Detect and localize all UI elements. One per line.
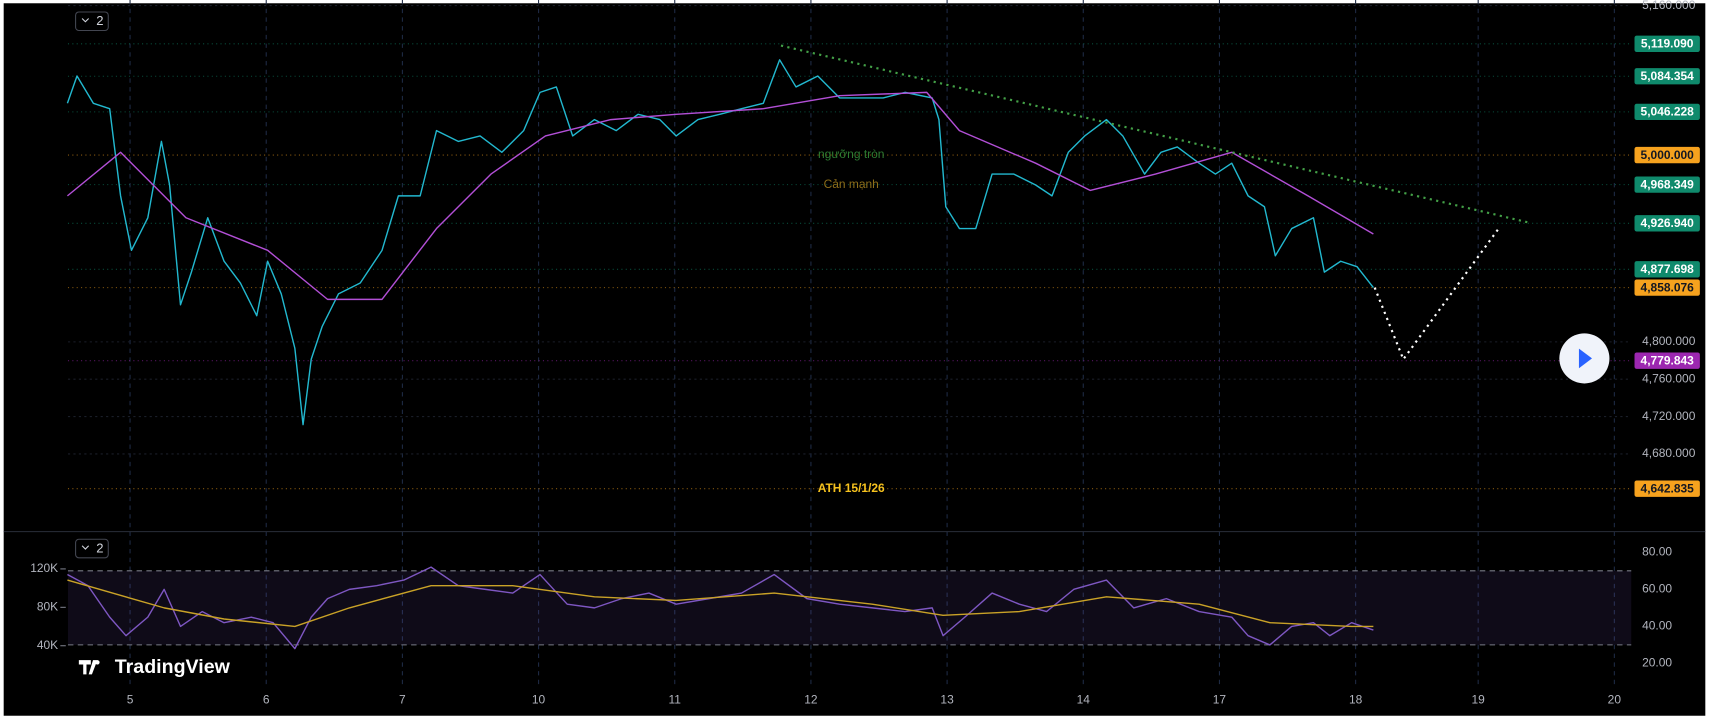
series-line — [780, 44, 1532, 225]
toggle-count: 2 — [96, 541, 103, 556]
y-tick-label: 5,160.000 — [1642, 0, 1696, 12]
logo: TradingView — [78, 656, 231, 678]
toggle-box[interactable] — [75, 538, 109, 559]
x-tick-label: 18 — [1349, 693, 1363, 707]
y-tick-label: 40.00 — [1642, 619, 1672, 633]
y-tick-label: 60.00 — [1642, 582, 1672, 596]
price-label: 4,926.940 — [1641, 216, 1695, 230]
x-tick-label: 19 — [1472, 693, 1486, 707]
x-tick-label: 6 — [263, 693, 270, 707]
y2-tick-label: 40K — [37, 638, 58, 652]
play-button[interactable] — [1559, 333, 1610, 384]
price-label-box — [1634, 215, 1700, 232]
price-label: 4,642.835 — [1641, 481, 1695, 495]
y2-tick-label: 120K — [30, 561, 58, 575]
y-tick-label: 4,720.000 — [1642, 409, 1696, 423]
rsi-pane: 80.00 60.00 40.00 20.00 120K 80K 40K — [30, 544, 1672, 669]
toggle-box[interactable] — [75, 11, 109, 32]
series-line — [66, 59, 1374, 426]
chevron — [81, 18, 90, 23]
toggle-count: 2 — [96, 13, 103, 28]
price-label-box — [1634, 35, 1700, 52]
annotation: Cản mạnh — [824, 177, 879, 191]
y-tick-label: 20.00 — [1642, 656, 1672, 670]
x-tick-label: 12 — [804, 693, 818, 707]
price-label-box — [1634, 146, 1700, 164]
price-label: 4,968.349 — [1641, 177, 1695, 191]
price-label-box — [1634, 279, 1700, 296]
logo-mark — [78, 660, 100, 675]
price-label: 5,084.354 — [1641, 69, 1695, 83]
y-tick-label: 80.00 — [1642, 544, 1672, 558]
series-line — [66, 91, 1374, 301]
x-tick-label: 17 — [1213, 693, 1227, 707]
price-label-box — [1634, 68, 1700, 85]
chevron — [81, 545, 90, 550]
price-label: 4,877.698 — [1641, 262, 1695, 276]
price-label: 5,046.228 — [1641, 105, 1695, 119]
annotation: ATH 15/1/26 — [818, 481, 885, 495]
x-tick-label: 20 — [1608, 693, 1622, 707]
price-label: 5,119.090 — [1641, 37, 1694, 51]
y2-tick-label: 80K — [37, 599, 58, 613]
price-label-box — [1634, 176, 1700, 193]
price-label: 5,000.000 — [1641, 148, 1695, 162]
price-label-box — [1634, 103, 1700, 121]
series-line — [67, 579, 1374, 628]
x-tick-label: 5 — [127, 693, 134, 707]
x-tick-label: 10 — [532, 693, 546, 707]
price-label-box — [1634, 261, 1700, 278]
indicator-toggle[interactable]: 2 — [75, 538, 109, 559]
price-label: 4,779.843 — [1641, 353, 1695, 367]
background — [3, 3, 1706, 716]
y-tick-label: 4,800.000 — [1642, 334, 1696, 348]
x-tick-label: 11 — [669, 693, 682, 707]
x-tick-label: 14 — [1077, 693, 1091, 707]
y-tick-label: 4,680.000 — [1642, 446, 1696, 460]
price-label: 4,858.076 — [1641, 280, 1695, 294]
rsi-band — [67, 570, 1632, 645]
indicator-toggle[interactable]: 2 — [75, 11, 109, 32]
x-tick-label: 13 — [940, 693, 954, 707]
series-line — [1373, 227, 1500, 361]
price-label-box — [1634, 352, 1700, 369]
price-pane: 5 6 7 10 11 12 13 14 17 18 19 20 5,160.000 4,800.000 4… — [66, 0, 1700, 707]
price-label-box — [1634, 480, 1700, 497]
y-tick-label: 4,760.000 — [1642, 371, 1696, 385]
play-icon — [1578, 348, 1593, 369]
annotation: ngưỡng tròn — [818, 147, 884, 161]
logo-text: TradingView — [115, 656, 231, 678]
x-tick-label: 7 — [399, 693, 406, 707]
